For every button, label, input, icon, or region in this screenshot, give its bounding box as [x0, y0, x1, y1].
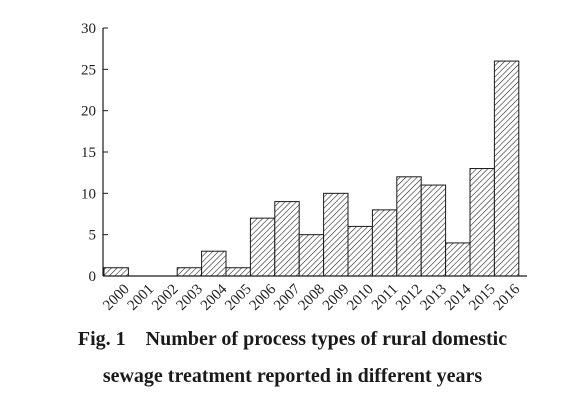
y-tick-label: 30 — [81, 21, 96, 37]
bar-2010 — [347, 225, 373, 277]
x-tick-label: 2009 — [320, 281, 353, 314]
figure-caption-line-1: Fig. 1 Number of process types of rural … — [77, 328, 508, 350]
bars — [103, 60, 520, 277]
y-tick-label: 0 — [89, 269, 97, 285]
x-tick-label: 2010 — [344, 281, 377, 314]
x-tick-label: 2016 — [491, 281, 524, 314]
x-tick-label: 2015 — [466, 281, 499, 314]
x-tick-label: 2002 — [149, 281, 182, 314]
bar-2006 — [249, 217, 276, 277]
x-tick-label: 2005 — [222, 281, 255, 314]
bar-2007 — [274, 201, 300, 277]
bar-2009 — [323, 192, 349, 277]
x-tick-label: 2011 — [369, 281, 401, 313]
x-tick-label: 2008 — [295, 281, 328, 314]
y-tick-label: 20 — [81, 104, 96, 120]
x-tick-label: 2014 — [442, 281, 475, 314]
y-tick-label: 25 — [81, 62, 96, 78]
x-tick-label: 2003 — [173, 281, 206, 314]
x-tick-label: 2001 — [125, 281, 158, 314]
bar-2012 — [396, 176, 422, 277]
bar-2011 — [371, 209, 398, 277]
x-axis: 2000200120022003200420052006200720082009… — [100, 275, 527, 314]
bar-2004 — [201, 250, 227, 277]
x-tick-label: 2004 — [198, 281, 231, 314]
x-tick-label: 2006 — [247, 281, 280, 314]
figure-caption-line-2: sewage treatment reported in different y… — [102, 365, 483, 387]
bar-2005 — [225, 267, 251, 277]
x-tick-label: 2007 — [271, 281, 304, 314]
bar-2000 — [103, 267, 129, 277]
bar-2013 — [420, 184, 447, 277]
bar-2016 — [493, 60, 520, 277]
x-tick-label: 2000 — [100, 281, 133, 314]
y-tick-label: 15 — [81, 145, 96, 161]
y-axis: 0 5 10 15 20 25 30 — [81, 21, 108, 285]
bar-2015 — [469, 168, 495, 277]
y-tick-label: 10 — [81, 186, 96, 202]
y-tick-label: 5 — [89, 228, 97, 244]
x-tick-label: 2012 — [393, 281, 426, 314]
x-tick-label: 2013 — [417, 281, 450, 314]
bar-2003 — [176, 267, 203, 277]
bar-2014 — [445, 242, 471, 277]
bar-2008 — [298, 234, 325, 277]
